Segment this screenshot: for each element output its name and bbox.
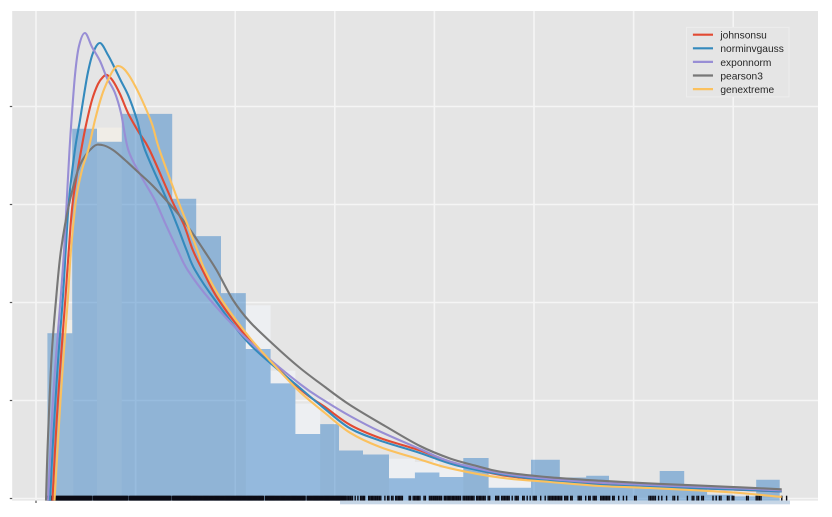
svg-text:pearson3: pearson3 (720, 71, 763, 82)
svg-text:exponnorm: exponnorm (720, 58, 771, 69)
svg-text:norminvgauss: norminvgauss (720, 44, 783, 55)
svg-text:genextreme: genextreme (720, 85, 774, 96)
svg-text:johnsonsu: johnsonsu (719, 31, 766, 42)
